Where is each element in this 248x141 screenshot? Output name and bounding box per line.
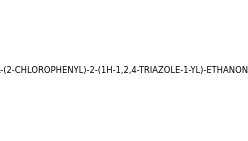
Text: 1-(2-CHLOROPHENYL)-2-(1H-1,2,4-TRIAZOLE-1-YL)-ETHANONE: 1-(2-CHLOROPHENYL)-2-(1H-1,2,4-TRIAZOLE-… [0, 66, 248, 75]
